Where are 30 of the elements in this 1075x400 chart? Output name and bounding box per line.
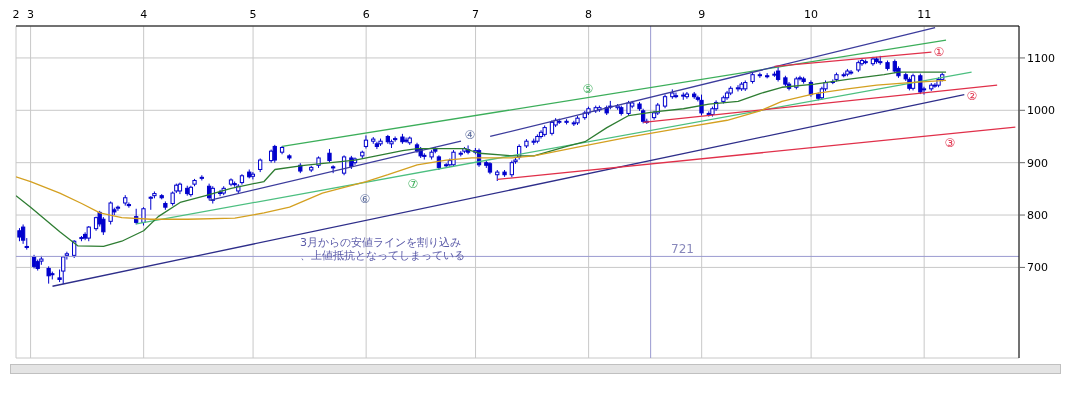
annotation: ⑦ — [407, 176, 419, 191]
x-tick-label: 6 — [362, 8, 370, 21]
annotation: 3月からの安値ラインを割り込み、上値抵抗となってしまっている — [300, 236, 466, 262]
candlestick — [141, 206, 146, 227]
y-tick-label: 800 — [1027, 208, 1048, 222]
candlestick — [363, 134, 369, 150]
x-tick-label: 5 — [249, 8, 257, 21]
x-tick-label: 7 — [472, 8, 480, 21]
x-tick-label: 2 — [12, 8, 20, 21]
y-tick-label: 900 — [1027, 156, 1048, 170]
x-tick-label: 10 — [804, 8, 819, 21]
candlestick — [757, 72, 762, 79]
annotation: ⑤ — [582, 81, 594, 96]
y-tick-label: 1000 — [1027, 104, 1055, 118]
x-tick-label: 3 — [27, 8, 35, 21]
candlestick — [392, 135, 398, 143]
x-tick-label: 4 — [140, 8, 148, 21]
x-tick-label: 9 — [698, 8, 706, 21]
annotation: ③ — [944, 135, 956, 150]
y-tick-label: 700 — [1027, 261, 1048, 275]
candlestick — [115, 205, 121, 212]
x-tick-label: 8 — [585, 8, 593, 21]
annotation: ② — [966, 88, 978, 103]
ref-line-label: 721 — [671, 241, 694, 256]
candlestick — [673, 92, 679, 99]
annotation: ① — [933, 44, 945, 59]
x-tick-label: 11 — [917, 8, 932, 21]
annotation: ⑥ — [359, 191, 371, 206]
annotation: ④ — [464, 127, 476, 142]
y-tick-label: 1100 — [1027, 51, 1055, 65]
